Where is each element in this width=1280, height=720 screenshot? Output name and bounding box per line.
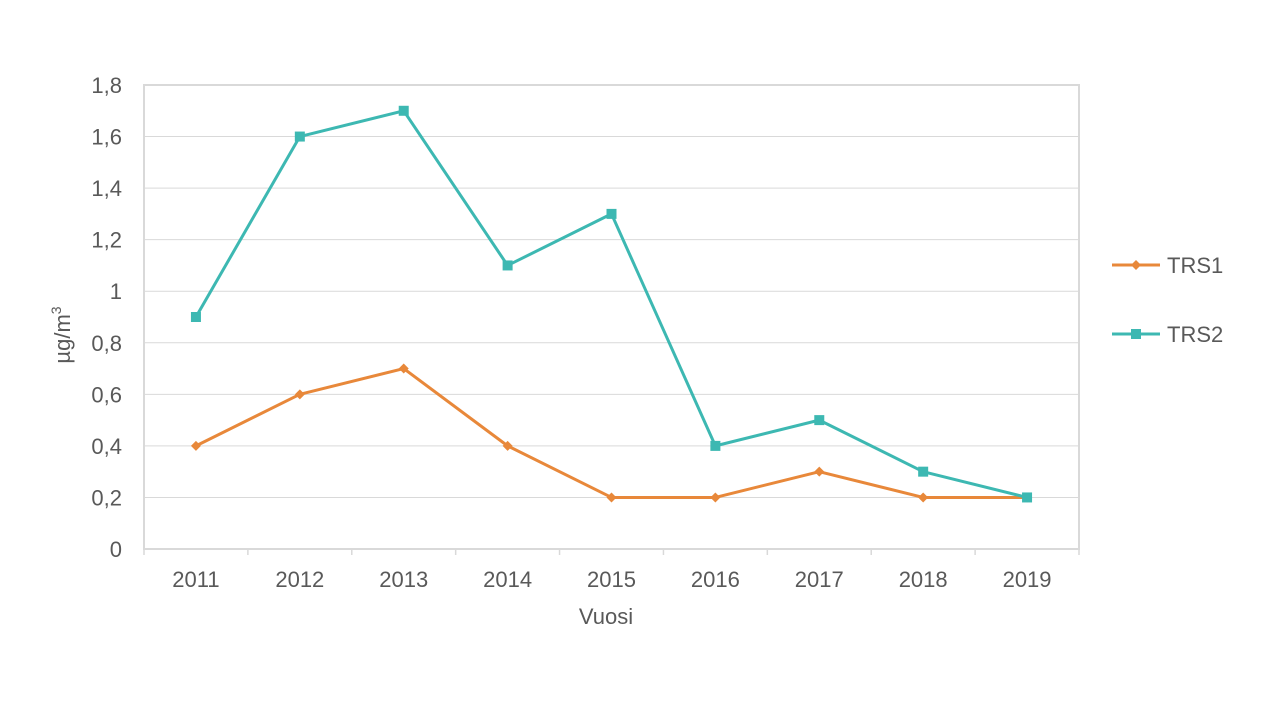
data-point bbox=[502, 440, 513, 451]
data-point bbox=[294, 389, 305, 400]
plot-area-frame bbox=[143, 84, 1080, 550]
y-axis-tick-labels: 0 0,2 0,4 0,6 0,8 1 1,2 1,4 1,6 1,8 bbox=[91, 73, 122, 562]
data-point bbox=[398, 363, 409, 374]
legend-marker bbox=[1131, 260, 1141, 270]
x-tick-label: 2013 bbox=[379, 567, 428, 592]
legend-label: TRS1 bbox=[1167, 253, 1223, 278]
legend-marker bbox=[1131, 329, 1141, 339]
legend-item-trs2: TRS2 bbox=[1112, 322, 1223, 347]
y-tick-label: 0 bbox=[110, 537, 122, 562]
y-axis-title-superscript: 3 bbox=[48, 306, 64, 314]
data-point bbox=[190, 440, 201, 451]
data-point bbox=[1022, 492, 1033, 503]
y-tick-label: 0,6 bbox=[91, 382, 122, 407]
data-point bbox=[398, 105, 409, 116]
data-point bbox=[814, 415, 825, 426]
series-line bbox=[194, 109, 1029, 499]
data-point bbox=[710, 492, 721, 503]
x-tick-label: 2012 bbox=[275, 567, 324, 592]
x-tick-label: 2015 bbox=[587, 567, 636, 592]
x-tick-label: 2019 bbox=[1003, 567, 1052, 592]
grid-lines bbox=[144, 136, 1079, 498]
legend-item-trs1: TRS1 bbox=[1112, 253, 1223, 278]
data-point bbox=[918, 466, 929, 477]
y-tick-label: 1,2 bbox=[91, 228, 122, 253]
y-tick-label: 1 bbox=[110, 279, 122, 304]
series-layer bbox=[190, 105, 1033, 503]
x-tick-label: 2014 bbox=[483, 567, 532, 592]
data-point bbox=[606, 492, 617, 503]
data-point bbox=[918, 492, 929, 503]
y-tick-label: 0,4 bbox=[91, 434, 122, 459]
y-tick-label: 1,6 bbox=[91, 125, 122, 150]
x-tick-label: 2016 bbox=[691, 567, 740, 592]
x-tick-label: 2018 bbox=[899, 567, 948, 592]
y-tick-label: 1,4 bbox=[91, 176, 122, 201]
y-tick-label: 0,2 bbox=[91, 485, 122, 510]
data-point bbox=[710, 440, 721, 451]
y-tick-label: 0,8 bbox=[91, 331, 122, 356]
legend: TRS1 TRS2 bbox=[1112, 253, 1223, 347]
x-tick-label: 2017 bbox=[795, 567, 844, 592]
x-tick-label: 2011 bbox=[172, 567, 219, 592]
data-point bbox=[502, 260, 513, 271]
y-axis-title: µg/m3 bbox=[48, 306, 75, 363]
data-point bbox=[606, 208, 617, 219]
x-axis-tick-labels: 2011 2012 2013 2014 2015 2016 2017 2018 2019 bbox=[143, 549, 1080, 592]
data-point bbox=[814, 466, 825, 477]
data-point bbox=[190, 312, 201, 322]
series-trs1 bbox=[190, 363, 1033, 503]
y-tick-label: 1,8 bbox=[91, 73, 122, 98]
legend-label: TRS2 bbox=[1167, 322, 1223, 347]
y-axis-title-unit: µg/m bbox=[50, 314, 75, 363]
x-axis-title: Vuosi bbox=[579, 604, 633, 629]
data-point bbox=[294, 131, 305, 142]
series-line bbox=[194, 367, 1029, 499]
series-trs2 bbox=[190, 105, 1033, 503]
